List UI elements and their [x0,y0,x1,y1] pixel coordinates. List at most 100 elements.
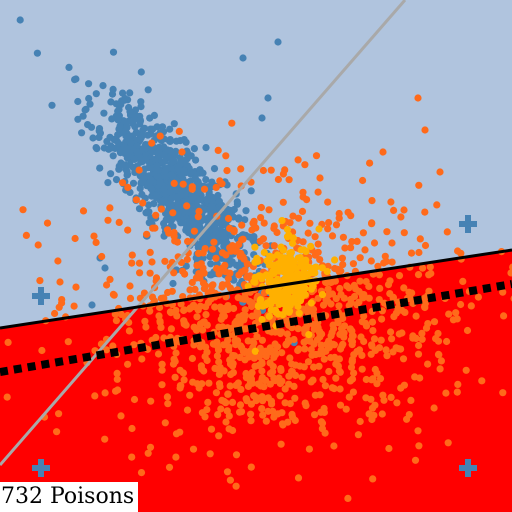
point-orange [232,482,240,490]
point-blue [101,264,109,272]
point-blue [156,178,164,186]
point-blue [123,124,131,132]
point-gold [283,268,291,276]
point-orange [192,326,200,334]
point-orange [231,337,239,345]
point-gold [307,242,315,250]
point-orange [212,254,220,262]
point-orange [339,340,347,348]
point-orange [226,382,234,390]
point-orange [348,375,357,383]
point-orange [209,340,217,348]
point-orange [433,201,441,209]
point-orange [229,362,237,370]
point-orange [294,325,302,333]
point-orange [246,347,254,356]
point-orange [424,360,432,368]
point-orange [141,317,149,325]
point-orange [332,374,340,382]
point-orange [230,352,239,360]
point-orange [316,174,324,182]
point-orange [43,219,52,227]
point-orange [143,230,151,238]
point-orange [310,340,318,348]
point-orange [315,327,324,335]
point-orange [291,416,299,425]
point-orange [328,232,337,240]
point-blue [233,198,241,206]
point-orange [200,269,208,277]
point-orange [166,308,174,316]
point-orange [362,375,370,384]
point-orange [228,119,236,127]
point-orange [222,268,230,276]
point-blue [92,90,100,98]
point-orange [232,381,240,389]
point-orange [22,231,30,239]
point-orange [368,318,377,326]
point-orange [370,239,379,247]
point-orange [369,475,377,483]
point-orange [318,419,327,427]
point-orange [58,296,66,304]
point-gold [307,285,315,293]
point-orange [79,207,88,215]
point-orange [430,318,439,326]
point-orange [336,401,345,409]
point-orange [172,349,180,357]
point-orange [268,328,276,336]
point-orange [177,382,185,390]
point-orange [311,411,319,419]
point-orange [286,354,294,362]
point-blue [242,207,250,215]
point-orange [152,274,161,282]
point-blue [115,165,123,173]
point-orange [259,411,267,419]
point-orange [224,274,232,283]
point-orange [167,325,175,333]
point-orange [220,341,228,349]
point-orange [311,233,319,241]
point-blue [191,175,199,183]
point-orange [345,284,353,292]
point-blue [219,214,227,222]
point-orange [345,301,353,310]
plus-markers [32,215,477,477]
point-orange [426,263,434,271]
point-blue [172,186,180,194]
point-gold [258,316,266,324]
point-orange [414,94,422,102]
point-orange [348,238,356,246]
point-gold [285,308,293,316]
point-orange [104,216,112,224]
point-orange [348,338,357,346]
point-orange [338,254,346,262]
point-orange [259,235,267,243]
point-orange [158,360,166,368]
point-orange [207,425,216,433]
point-orange [442,389,450,397]
point-orange [352,285,360,293]
point-orange [251,362,259,370]
point-orange [421,126,429,134]
point-orange [257,203,265,212]
point-orange [320,355,328,363]
point-orange [291,394,299,402]
point-orange [445,310,453,318]
point-orange [258,336,266,344]
point-orange [214,346,223,354]
point-orange [148,293,157,301]
point-blue [147,125,155,133]
point-orange [436,168,444,176]
point-orange [151,224,159,232]
point-orange [154,350,163,358]
point-orange [203,321,211,329]
point-orange [237,408,246,416]
point-orange [209,281,217,289]
point-orange [397,384,405,392]
point-orange [136,269,144,277]
point-blue [235,215,243,223]
point-blue [86,100,94,108]
point-orange [170,269,178,277]
point-blue [176,154,184,162]
